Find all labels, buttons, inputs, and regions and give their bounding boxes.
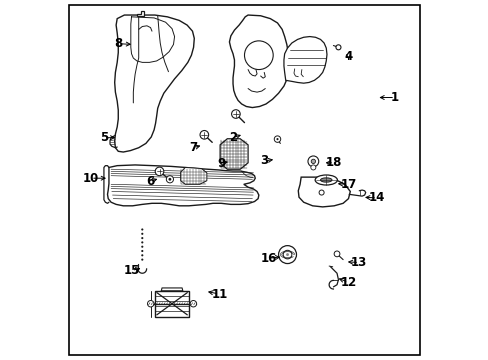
Circle shape [166, 176, 173, 183]
Circle shape [141, 228, 143, 230]
Text: 7: 7 [189, 141, 197, 154]
Text: 15: 15 [123, 264, 140, 277]
Text: 3: 3 [260, 154, 268, 167]
Polygon shape [115, 15, 194, 152]
Text: 12: 12 [340, 276, 356, 289]
Polygon shape [180, 167, 206, 184]
Circle shape [141, 254, 143, 256]
Circle shape [200, 131, 208, 139]
Text: 5: 5 [100, 131, 108, 144]
Text: 16: 16 [260, 252, 277, 265]
Circle shape [307, 156, 318, 167]
Circle shape [319, 190, 324, 195]
Text: 2: 2 [228, 131, 237, 144]
Circle shape [276, 138, 278, 140]
Circle shape [283, 250, 291, 259]
Text: 18: 18 [325, 156, 342, 169]
Circle shape [168, 178, 171, 181]
Text: 4: 4 [344, 50, 352, 63]
Text: 6: 6 [146, 175, 154, 188]
Circle shape [141, 237, 143, 239]
Circle shape [231, 110, 240, 118]
Circle shape [141, 233, 143, 235]
Circle shape [141, 246, 143, 248]
Text: 1: 1 [390, 91, 398, 104]
Circle shape [335, 45, 340, 50]
Circle shape [141, 250, 143, 252]
Ellipse shape [314, 175, 337, 185]
Circle shape [155, 167, 163, 176]
Circle shape [147, 301, 154, 307]
Circle shape [190, 301, 196, 307]
Polygon shape [229, 15, 289, 108]
Circle shape [285, 253, 288, 256]
Polygon shape [155, 291, 189, 317]
Ellipse shape [320, 178, 331, 182]
Polygon shape [220, 139, 247, 169]
Polygon shape [298, 177, 349, 207]
Text: 17: 17 [340, 178, 356, 191]
Circle shape [244, 41, 273, 69]
Circle shape [274, 136, 280, 142]
Circle shape [310, 165, 315, 170]
Circle shape [141, 258, 143, 261]
Text: 10: 10 [83, 172, 99, 185]
Circle shape [278, 246, 296, 264]
Text: 14: 14 [368, 192, 385, 204]
Text: 13: 13 [350, 256, 366, 269]
Polygon shape [107, 165, 258, 206]
Text: 9: 9 [217, 157, 225, 170]
Circle shape [310, 159, 315, 163]
Polygon shape [137, 11, 144, 16]
Circle shape [141, 241, 143, 243]
Polygon shape [284, 37, 326, 83]
Circle shape [333, 251, 339, 257]
Text: 8: 8 [114, 37, 122, 50]
Text: 11: 11 [211, 288, 227, 301]
